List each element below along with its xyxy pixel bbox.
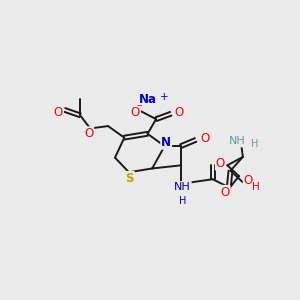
Text: O: O	[244, 174, 253, 187]
Text: H: H	[252, 182, 260, 192]
Text: O: O	[200, 132, 209, 145]
Text: –: –	[136, 100, 142, 110]
Text: NH: NH	[229, 136, 246, 146]
Text: O: O	[54, 106, 63, 119]
Text: O: O	[174, 106, 183, 119]
Text: +: +	[160, 92, 168, 102]
Text: H: H	[251, 139, 258, 149]
Text: Na: Na	[139, 93, 157, 106]
Text: S: S	[125, 172, 134, 185]
Text: O: O	[84, 127, 93, 140]
Text: N: N	[161, 136, 171, 149]
Text: O: O	[130, 106, 140, 119]
Text: NH: NH	[174, 182, 191, 192]
Text: O: O	[216, 157, 225, 169]
Text: O: O	[220, 186, 230, 199]
Text: H: H	[179, 196, 186, 206]
